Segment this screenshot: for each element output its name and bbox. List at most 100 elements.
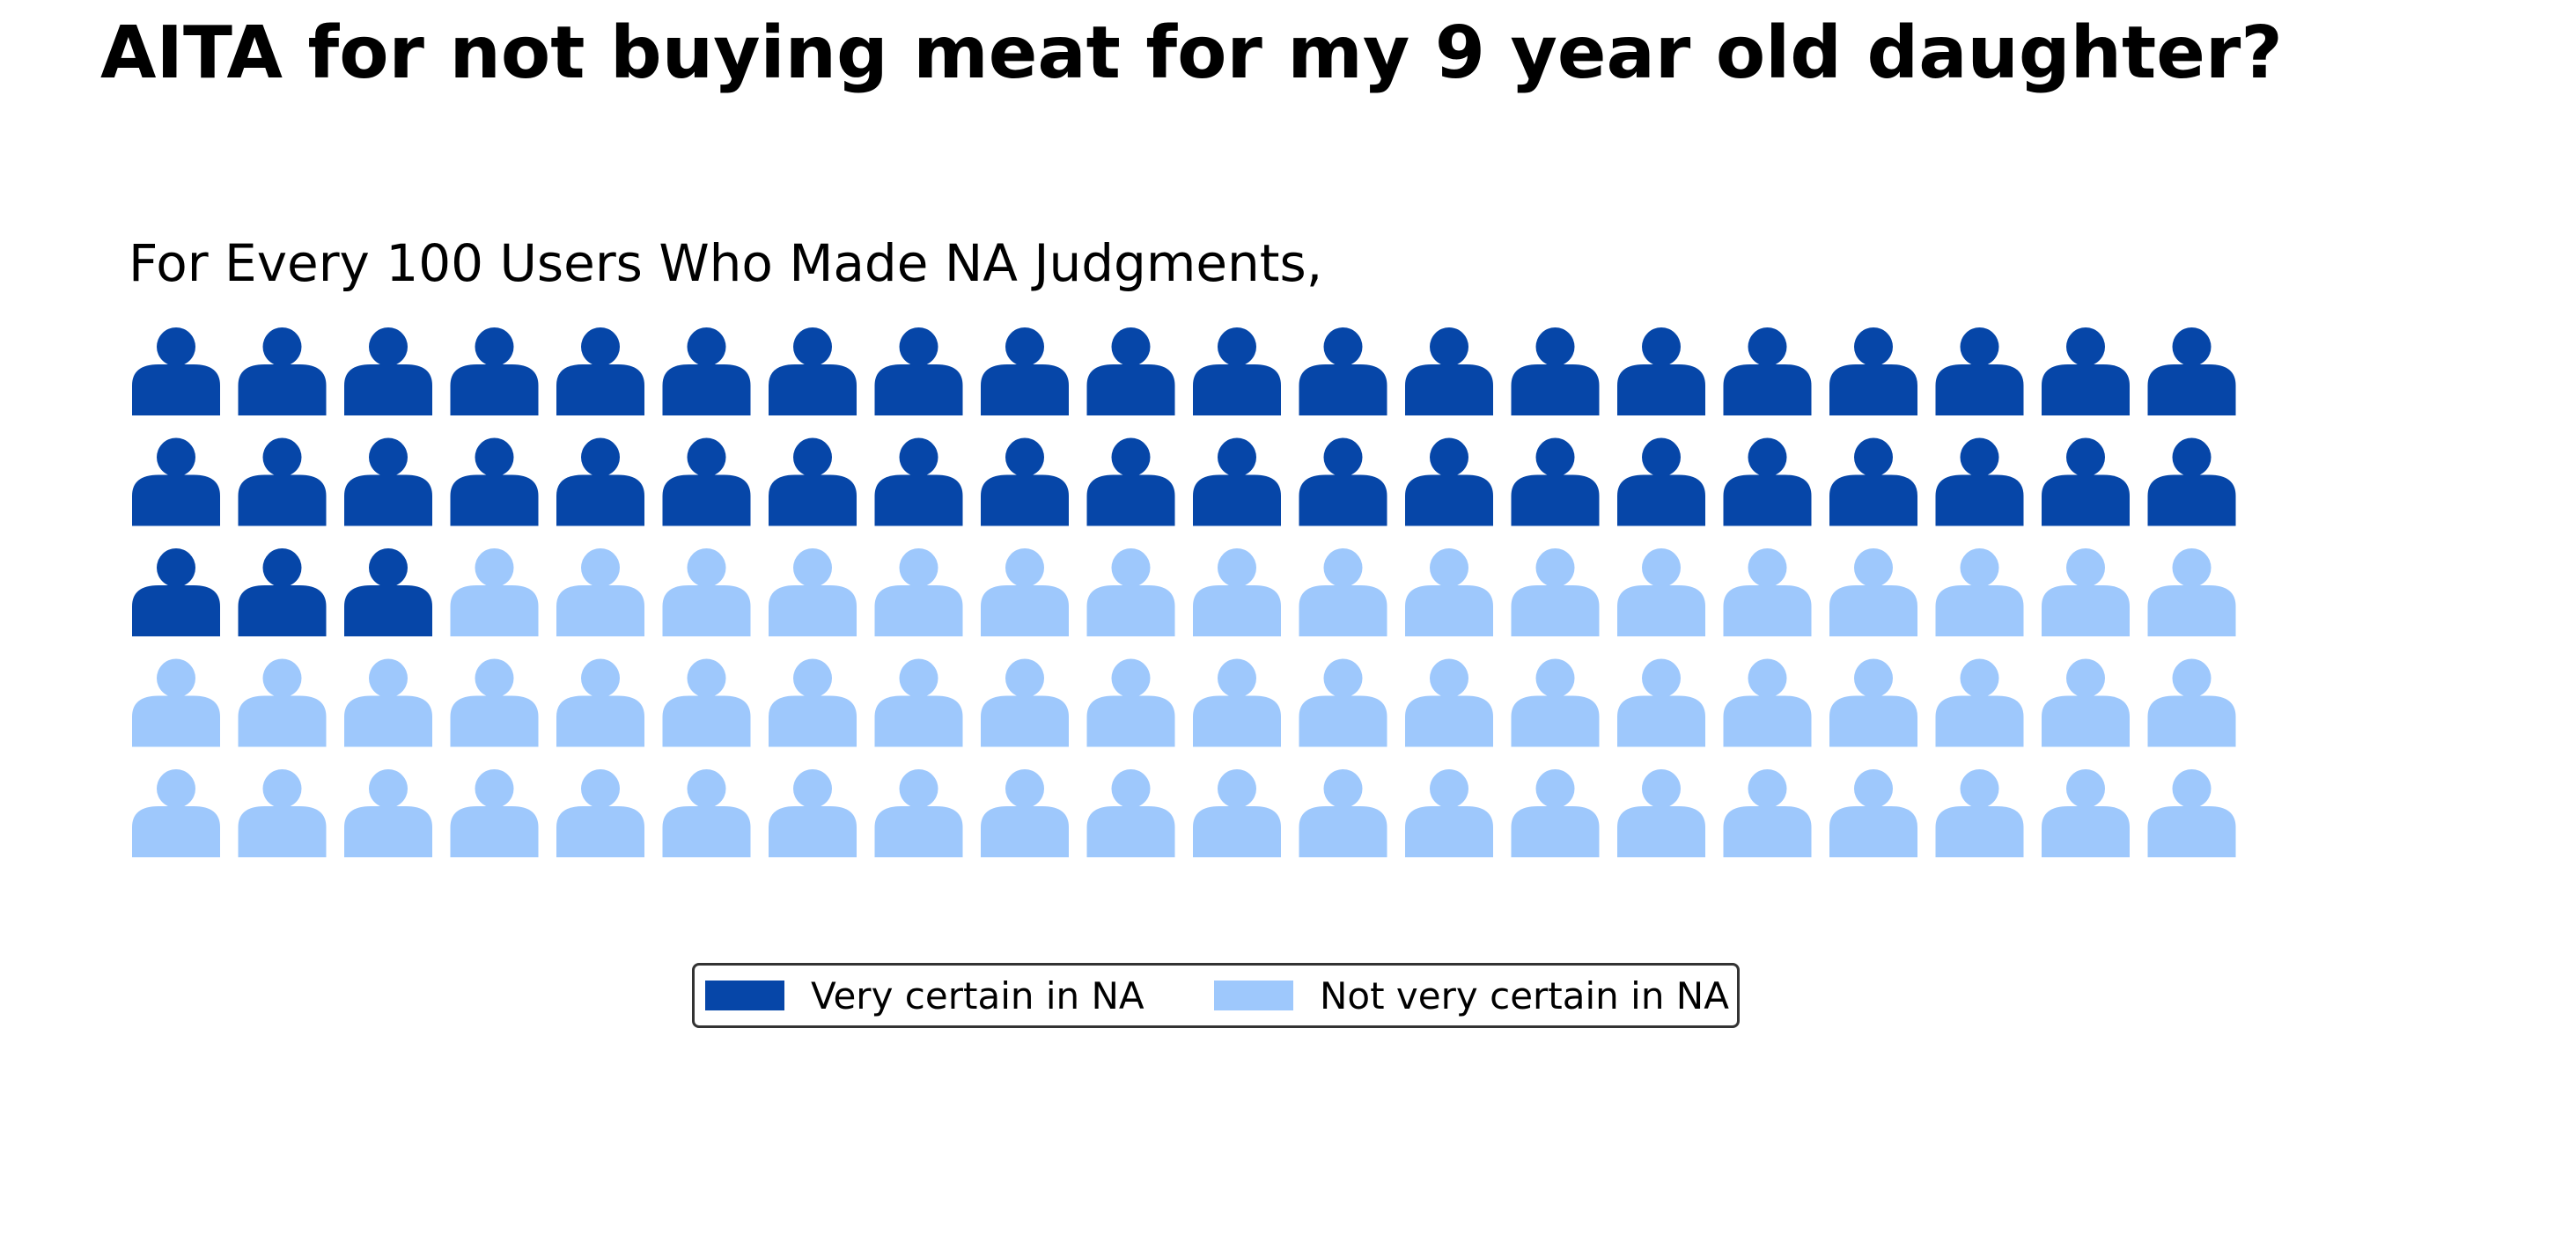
person-icon (769, 327, 857, 415)
person-icon (769, 437, 857, 526)
person-icon (1935, 658, 2024, 747)
person-icon (662, 548, 751, 636)
person-icon (2147, 327, 2236, 415)
person-icon (1723, 437, 1812, 526)
person-icon (344, 658, 432, 747)
person-icon (344, 548, 432, 636)
person-icon (1617, 548, 1705, 636)
person-icon (1935, 327, 2024, 415)
chart-subtitle: For Every 100 Users Who Made NA Judgment… (129, 233, 1323, 293)
chart-title: AITA for not buying meat for my 9 year o… (100, 11, 2283, 95)
person-icon (556, 769, 644, 857)
person-icon (1299, 437, 1387, 526)
legend-item-not-very-certain: Not very certain in NA (1214, 966, 1729, 1025)
person-icon (1723, 658, 1812, 747)
person-icon (2042, 327, 2130, 415)
person-icon (874, 769, 963, 857)
person-icon (1829, 327, 1917, 415)
person-icon (1405, 327, 1493, 415)
person-icon (2147, 658, 2236, 747)
person-icon (1405, 548, 1493, 636)
person-icon (1299, 658, 1387, 747)
person-icon (874, 437, 963, 526)
person-icon (1617, 437, 1705, 526)
person-icon (450, 548, 539, 636)
person-icon (556, 548, 644, 636)
person-icon (1829, 548, 1917, 636)
person-icon (662, 437, 751, 526)
person-icon (874, 658, 963, 747)
person-icon (981, 327, 1069, 415)
person-icon (1511, 548, 1600, 636)
person-icon (662, 769, 751, 857)
person-icon (132, 327, 220, 415)
person-icon (1935, 437, 2024, 526)
person-icon (450, 437, 539, 526)
person-icon (1511, 327, 1600, 415)
person-icon (132, 769, 220, 857)
person-icon (981, 548, 1069, 636)
person-icon (1193, 769, 1281, 857)
person-icon (2147, 548, 2236, 636)
legend: Very certain in NA Not very certain in N… (692, 963, 1740, 1028)
person-icon (2042, 658, 2130, 747)
person-icon (1617, 769, 1705, 857)
person-icon (1405, 769, 1493, 857)
person-icon (132, 548, 220, 636)
person-icon (1723, 769, 1812, 857)
person-icon (874, 548, 963, 636)
person-icon (1829, 658, 1917, 747)
person-icon (2042, 548, 2130, 636)
person-icon (1299, 548, 1387, 636)
person-icon (1829, 437, 1917, 526)
person-icon (1617, 658, 1705, 747)
person-icon (2042, 769, 2130, 857)
person-icon (1086, 658, 1175, 747)
person-icon (981, 658, 1069, 747)
legend-swatch-not-very-certain (1214, 981, 1293, 1010)
person-icon (769, 658, 857, 747)
person-icon (874, 327, 963, 415)
person-icon (556, 327, 644, 415)
person-icon (1086, 548, 1175, 636)
person-icon (1193, 327, 1281, 415)
person-icon (1723, 327, 1812, 415)
person-icon (1086, 327, 1175, 415)
person-icon (2147, 769, 2236, 857)
person-icon (556, 658, 644, 747)
person-icon (450, 769, 539, 857)
person-icon (981, 769, 1069, 857)
person-icon (1086, 437, 1175, 526)
person-icon (450, 327, 539, 415)
person-icon (1511, 437, 1600, 526)
person-icon (1405, 437, 1493, 526)
person-icon (1193, 658, 1281, 747)
legend-label-very-certain: Very certain in NA (811, 973, 1144, 1017)
person-icon (1405, 658, 1493, 747)
person-icon (1723, 548, 1812, 636)
person-icon (2147, 437, 2236, 526)
person-icon (238, 327, 327, 415)
person-icon (344, 437, 432, 526)
person-icon (2042, 437, 2130, 526)
person-icon (1511, 658, 1600, 747)
legend-swatch-very-certain (705, 981, 784, 1010)
person-icon (1511, 769, 1600, 857)
person-icon (556, 437, 644, 526)
person-icon (1935, 769, 2024, 857)
person-icon (238, 658, 327, 747)
person-icon (1299, 769, 1387, 857)
person-icon (1086, 769, 1175, 857)
person-icon (1935, 548, 2024, 636)
person-icon (238, 437, 327, 526)
legend-label-not-very-certain: Not very certain in NA (1320, 973, 1729, 1017)
person-icon (662, 658, 751, 747)
person-icon (238, 769, 327, 857)
person-icon (238, 548, 327, 636)
person-icon (1829, 769, 1917, 857)
person-icon (344, 327, 432, 415)
person-icon (769, 548, 857, 636)
person-icon (662, 327, 751, 415)
person-icon (132, 658, 220, 747)
